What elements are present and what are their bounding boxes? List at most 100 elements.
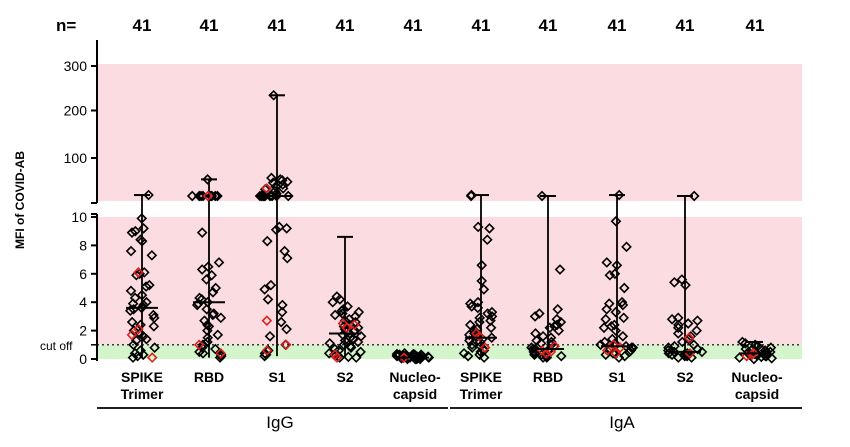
data-point <box>474 316 485 328</box>
data-point <box>458 347 470 359</box>
data-point <box>349 325 361 336</box>
category-3 <box>323 235 367 363</box>
category-label: Nucleo- <box>731 369 783 385</box>
data-point <box>484 223 495 234</box>
data-point <box>141 333 152 345</box>
negative-zone <box>97 344 802 359</box>
category-label: Nucleo- <box>389 369 441 385</box>
data-point <box>479 342 491 353</box>
data-point <box>337 308 348 319</box>
category-label: RBD <box>194 369 224 385</box>
data-point <box>741 350 752 362</box>
category-label: S2 <box>676 369 693 385</box>
data-point <box>261 235 273 247</box>
upper-positive-zone <box>97 64 802 201</box>
y-tick-label: 10 <box>71 209 87 225</box>
category-label: SPIKE <box>460 369 502 385</box>
data-point <box>465 190 477 202</box>
category-label: S1 <box>608 369 625 385</box>
data-point <box>261 345 273 356</box>
data-point <box>136 235 148 247</box>
data-point <box>130 335 142 346</box>
n-prefix: n= <box>56 16 76 35</box>
data-point <box>613 189 625 201</box>
data-point <box>137 349 149 361</box>
data-point <box>338 339 350 351</box>
y-tick-label: 0 <box>79 351 87 367</box>
data-point <box>202 261 214 273</box>
data-point <box>478 284 490 295</box>
y-tick-label: 4 <box>79 294 87 310</box>
data-point <box>666 313 678 325</box>
data-point <box>193 190 205 202</box>
data-point <box>529 343 541 355</box>
data-point <box>199 315 210 326</box>
data-point <box>595 339 606 351</box>
data-point <box>666 349 678 361</box>
y-axis: 0 2 4 6 8 10 100 200 300 <box>64 40 98 367</box>
data-point <box>756 351 767 363</box>
data-point <box>610 325 622 336</box>
data-point <box>196 227 208 238</box>
data-point <box>607 339 619 351</box>
data-point <box>601 345 613 356</box>
data-point <box>254 190 266 202</box>
data-point <box>261 183 272 194</box>
data-point <box>148 321 160 332</box>
data-point <box>676 336 688 348</box>
data-point <box>554 264 566 275</box>
data-point <box>766 352 778 364</box>
data-point <box>604 269 616 281</box>
data-point <box>324 338 336 349</box>
data-point <box>352 336 364 348</box>
data-point <box>280 339 292 351</box>
data-point <box>682 318 694 329</box>
data-point <box>202 190 214 202</box>
category-label: SPIKE <box>121 369 163 385</box>
data-point <box>281 323 292 335</box>
data-point <box>146 250 158 261</box>
data-point <box>201 274 212 285</box>
data-point <box>663 342 674 353</box>
n-value: 41 <box>472 16 491 35</box>
data-point <box>266 172 277 184</box>
y-axis-label: MFI of COVID-AB <box>13 151 27 249</box>
data-point <box>197 347 209 359</box>
data-point <box>462 350 474 362</box>
data-point <box>474 336 486 348</box>
category-1 <box>186 174 227 363</box>
data-point <box>610 347 622 359</box>
data-point <box>282 190 294 202</box>
data-point <box>350 352 362 363</box>
data-point <box>600 313 612 325</box>
category-label: Trimer <box>460 386 503 402</box>
n-value: 41 <box>133 16 152 35</box>
data-point <box>398 352 410 363</box>
n-value: 41 <box>404 16 423 35</box>
data-point <box>143 189 154 201</box>
data-point <box>478 352 490 363</box>
data-point <box>464 335 475 346</box>
data-point <box>131 269 142 281</box>
data-point <box>133 267 144 278</box>
data-point <box>476 275 488 287</box>
data-point <box>130 225 141 237</box>
data-point <box>202 174 213 185</box>
data-point <box>669 340 680 352</box>
group-label-igg: IgG <box>266 413 293 432</box>
data-point <box>133 323 144 335</box>
data-point <box>206 190 218 202</box>
data-point <box>125 285 137 297</box>
data-point <box>148 309 159 321</box>
data-point <box>140 281 152 292</box>
data-point <box>683 332 695 344</box>
data-point <box>472 221 484 233</box>
category-5 <box>458 189 498 363</box>
cutoff-label: cut off <box>40 339 73 353</box>
data-point <box>544 322 556 334</box>
data-point <box>202 336 213 348</box>
data-point <box>486 332 498 344</box>
data-point <box>270 224 282 236</box>
data-point <box>341 322 352 334</box>
data-point <box>331 352 343 363</box>
